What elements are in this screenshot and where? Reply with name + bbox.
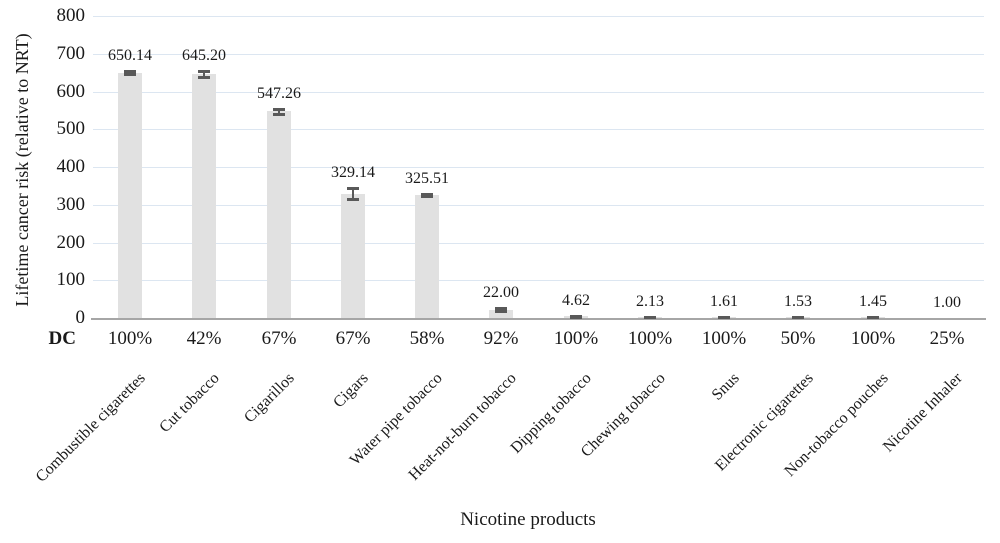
- bar-2: [192, 74, 216, 318]
- dc-value: 67%: [261, 328, 297, 349]
- dc-value: 92%: [483, 328, 519, 349]
- y-tick-label: 0: [75, 307, 86, 328]
- bar-value-label: 1.45: [859, 293, 887, 310]
- dc-value: 25%: [929, 328, 965, 349]
- bar-value-label: 645.20: [182, 47, 226, 64]
- error-bar-cap-bottom: [273, 113, 285, 116]
- error-bar-cap-bottom: [198, 76, 210, 79]
- bar-6: [489, 310, 513, 318]
- y-tick-label: 100: [56, 269, 86, 290]
- error-bar-cap-bottom: [718, 316, 730, 319]
- error-bar-cap-bottom: [421, 195, 433, 198]
- bar-value-label: 547.26: [257, 85, 301, 102]
- bar-value-label: 2.13: [636, 293, 664, 310]
- dc-value: 100%: [553, 328, 599, 349]
- bar-value-label: 4.62: [562, 292, 590, 309]
- gridline-400: [93, 167, 984, 168]
- gridline-800: [93, 16, 984, 17]
- error-bar-cap-bottom: [644, 316, 656, 319]
- bar-4: [341, 194, 365, 318]
- bar-value-label: 1.61: [710, 293, 738, 310]
- dc-value: 100%: [627, 328, 673, 349]
- error-bar-cap-bottom: [495, 310, 507, 313]
- error-bar-cap-bottom: [347, 198, 359, 201]
- bar-value-label: 22.00: [483, 284, 519, 301]
- error-bar-cap-top: [347, 187, 359, 190]
- bar-value-label: 650.14: [108, 47, 152, 64]
- dc-value: 58%: [409, 328, 445, 349]
- error-bar-line: [203, 71, 205, 77]
- bar-value-label: 325.51: [405, 170, 449, 187]
- gridline-500: [93, 129, 984, 130]
- dc-value: 67%: [335, 328, 371, 349]
- bar-5: [415, 195, 439, 318]
- dc-row-label: DC: [48, 328, 76, 349]
- error-bar-cap-bottom: [867, 316, 879, 319]
- y-tick-label: 600: [56, 81, 86, 102]
- gridline-100: [93, 280, 984, 281]
- y-tick-label: 800: [56, 5, 86, 26]
- error-bar-cap-bottom: [570, 316, 582, 319]
- y-axis-title: Lifetime cancer risk (relative to NRT): [12, 33, 32, 307]
- bar-value-label: 329.14: [331, 164, 375, 181]
- y-tick-label: 500: [56, 118, 86, 139]
- gridline-200: [93, 243, 984, 244]
- y-tick-label: 400: [56, 156, 86, 177]
- error-bar-cap-top: [198, 70, 210, 73]
- error-bar-cap-top: [124, 70, 136, 73]
- error-bar-line: [352, 188, 354, 199]
- gridline-600: [93, 92, 984, 93]
- y-tick-label: 700: [56, 43, 86, 64]
- bar-value-label: 1.53: [784, 293, 812, 310]
- dc-value: 100%: [107, 328, 153, 349]
- bar-value-label: 1.00: [933, 294, 961, 311]
- dc-value: 100%: [701, 328, 747, 349]
- x-axis-line: [91, 318, 986, 320]
- error-bar-cap-top: [495, 307, 507, 310]
- dc-value: 42%: [186, 328, 222, 349]
- y-tick-label: 200: [56, 232, 86, 253]
- error-bar-cap-bottom: [124, 73, 136, 76]
- bar-3: [267, 111, 291, 318]
- x-axis-title: Nicotine products: [460, 509, 596, 530]
- error-bar-cap-bottom: [792, 316, 804, 319]
- gridline-700: [93, 54, 984, 55]
- gridline-300: [93, 205, 984, 206]
- error-bar-cap-top: [421, 193, 433, 196]
- dc-value: 100%: [850, 328, 896, 349]
- error-bar-cap-top: [273, 108, 285, 111]
- dc-value: 50%: [780, 328, 816, 349]
- error-bar-line: [278, 109, 280, 114]
- bar-1: [118, 73, 142, 318]
- y-tick-label: 300: [56, 194, 86, 215]
